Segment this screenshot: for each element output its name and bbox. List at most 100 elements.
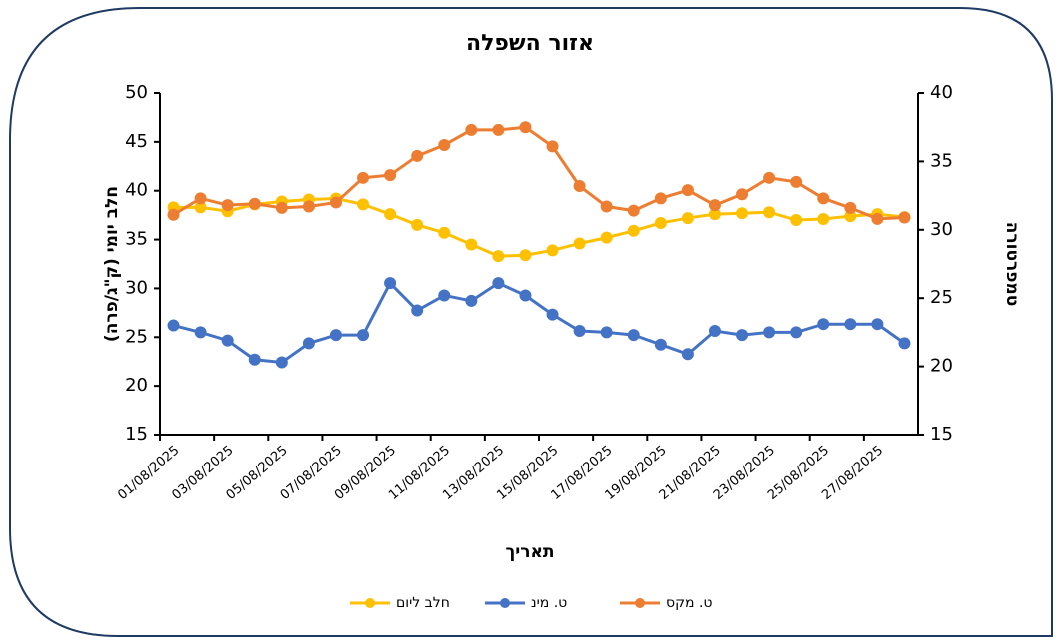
data-point bbox=[194, 192, 207, 205]
data-point bbox=[411, 218, 424, 231]
data-point bbox=[275, 356, 288, 369]
data-point bbox=[844, 318, 857, 331]
y2-tick-label: 40 bbox=[930, 82, 953, 103]
data-point bbox=[519, 249, 532, 262]
data-point bbox=[357, 329, 370, 342]
chart-title: אזור השפלה bbox=[466, 31, 594, 56]
y-axis-label: חלב יומי (ק"ג/פרה) bbox=[102, 186, 122, 342]
data-point bbox=[871, 318, 884, 331]
x-axis-label: תאריך bbox=[505, 542, 554, 562]
data-point bbox=[438, 226, 451, 239]
data-point bbox=[248, 353, 261, 366]
data-point bbox=[329, 329, 342, 342]
data-point bbox=[465, 123, 478, 136]
data-point bbox=[600, 326, 613, 339]
y2-tick-label: 20 bbox=[930, 356, 953, 377]
data-point bbox=[708, 208, 721, 221]
data-point bbox=[681, 212, 694, 225]
data-point bbox=[465, 238, 478, 251]
data-point bbox=[573, 180, 586, 193]
data-point bbox=[519, 289, 532, 302]
data-point bbox=[492, 277, 505, 290]
data-point bbox=[573, 325, 586, 338]
data-point bbox=[492, 250, 505, 263]
data-point bbox=[248, 197, 261, 210]
data-point bbox=[302, 337, 315, 350]
data-point bbox=[817, 318, 830, 331]
series-line bbox=[172, 125, 905, 221]
legend-marker bbox=[500, 598, 510, 608]
data-point bbox=[573, 237, 586, 250]
data-point bbox=[736, 207, 749, 220]
data-point bbox=[898, 211, 911, 224]
data-point bbox=[763, 206, 776, 219]
series-line bbox=[173, 197, 905, 258]
data-point bbox=[329, 196, 342, 209]
data-point bbox=[844, 201, 857, 214]
y-tick-label: 35 bbox=[125, 229, 148, 250]
data-point bbox=[384, 169, 397, 182]
data-point bbox=[384, 208, 397, 221]
data-point bbox=[438, 138, 451, 151]
data-point bbox=[898, 337, 911, 350]
y2-tick-label: 15 bbox=[930, 424, 953, 445]
y-tick-label: 25 bbox=[125, 326, 148, 347]
y-tick-label: 40 bbox=[125, 180, 148, 201]
data-point bbox=[302, 200, 315, 213]
data-point bbox=[492, 123, 505, 136]
data-point bbox=[221, 199, 234, 212]
y2-tick-label: 35 bbox=[930, 150, 953, 171]
data-point bbox=[519, 121, 532, 134]
series-line bbox=[173, 280, 906, 365]
data-point bbox=[790, 326, 803, 339]
data-point bbox=[627, 224, 640, 237]
y-tick-label: 15 bbox=[125, 424, 148, 445]
legend-marker bbox=[635, 598, 645, 608]
data-point bbox=[817, 192, 830, 205]
data-point bbox=[627, 204, 640, 217]
data-point bbox=[763, 326, 776, 339]
data-point bbox=[438, 289, 451, 302]
legend-label: ט. מקס bbox=[666, 595, 713, 611]
data-point bbox=[790, 214, 803, 227]
data-point bbox=[600, 231, 613, 244]
y-tick-label: 50 bbox=[125, 82, 148, 103]
data-point bbox=[654, 192, 667, 205]
data-point bbox=[546, 244, 559, 257]
data-point bbox=[357, 198, 370, 211]
y-tick-label: 30 bbox=[125, 277, 148, 298]
frame bbox=[9, 7, 1053, 637]
data-point bbox=[736, 188, 749, 201]
y-tick-label: 45 bbox=[125, 131, 148, 152]
legend-marker bbox=[365, 598, 375, 608]
data-point bbox=[167, 208, 180, 221]
data-point bbox=[654, 338, 667, 351]
data-point bbox=[654, 216, 667, 229]
data-point bbox=[275, 201, 288, 214]
data-point bbox=[221, 334, 234, 347]
data-point bbox=[465, 294, 478, 307]
y2-tick-label: 30 bbox=[930, 219, 953, 240]
data-point bbox=[357, 171, 370, 184]
data-point bbox=[844, 210, 857, 223]
data-point bbox=[871, 212, 884, 225]
legend-label: חלב ליום bbox=[396, 595, 450, 611]
data-point bbox=[411, 149, 424, 162]
data-point bbox=[763, 171, 776, 184]
y2-axis-label: טמפרטורה bbox=[1002, 222, 1022, 307]
data-point bbox=[817, 213, 830, 226]
data-point bbox=[194, 201, 207, 214]
data-point bbox=[708, 325, 721, 338]
data-point bbox=[681, 184, 694, 197]
data-point bbox=[546, 308, 559, 321]
data-point bbox=[681, 348, 694, 361]
y2-tick-label: 25 bbox=[930, 287, 953, 308]
data-point bbox=[627, 329, 640, 342]
data-point bbox=[546, 140, 559, 153]
data-point bbox=[384, 277, 397, 290]
data-point bbox=[790, 175, 803, 188]
data-point bbox=[167, 319, 180, 332]
data-point bbox=[194, 326, 207, 339]
